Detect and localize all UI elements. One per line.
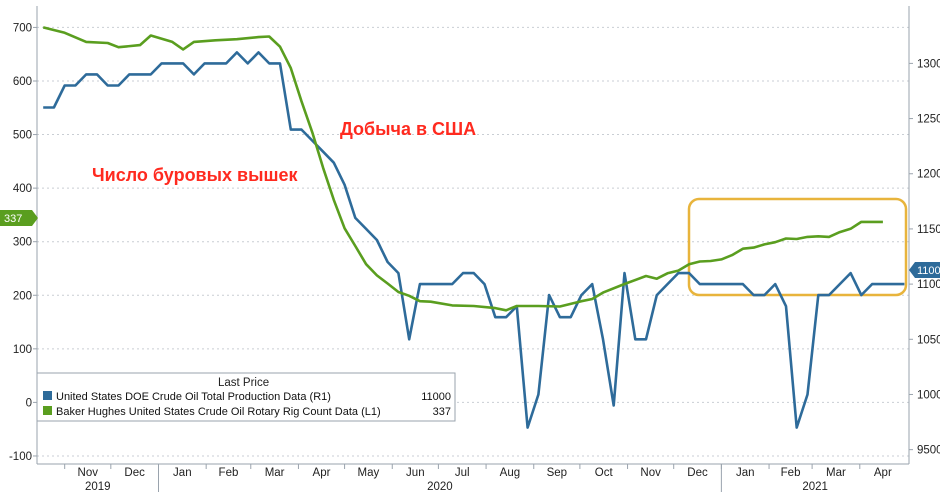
x-year-label: 2021 [802, 481, 828, 493]
series-layer [42, 26, 905, 429]
left-tick-label: 700 [13, 22, 32, 34]
legend-title: Last Price [218, 377, 269, 389]
legend-label-production: United States DOE Crude Oil Total Produc… [56, 391, 331, 403]
x-tick-label: Oct [595, 467, 614, 479]
right-tick-label: 11000 [917, 279, 940, 291]
x-tick-label: Mar [265, 467, 285, 479]
series-line-production [43, 51, 905, 429]
x-tick-label: Feb [219, 467, 239, 479]
legend-swatch-rig-count [43, 406, 52, 415]
legend: Last Price United States DOE Crude Oil T… [36, 372, 456, 422]
x-tick-label: Aug [500, 467, 520, 479]
x-tick-label: Dec [687, 467, 708, 479]
left-tick-label: -100 [9, 451, 32, 463]
rig-count-last-price-tag: 337 [0, 210, 38, 226]
right-tick-label: 10000 [917, 389, 940, 401]
x-tick-label: Apr [313, 467, 331, 479]
left-tick-label: 300 [13, 237, 32, 249]
x-tick-label: Jan [736, 467, 755, 479]
left-tick-label: 600 [13, 76, 32, 88]
production-tag-shape [909, 262, 940, 278]
left-tick-label: 400 [13, 183, 32, 195]
right-tick-label: 9500 [917, 445, 940, 457]
x-tick-label: Nov [78, 467, 99, 479]
x-tick-label: Apr [874, 467, 892, 479]
rig-count-tag-label: 337 [4, 213, 22, 225]
x-tick-label: Jan [173, 467, 192, 479]
x-tick-label: Jul [455, 467, 470, 479]
x-year-label: 2020 [427, 481, 453, 493]
x-tick-label: Feb [781, 467, 801, 479]
production-last-price-tag: 11000 [909, 262, 940, 278]
right-tick-label: 12500 [917, 114, 940, 126]
legend-swatch-production [43, 391, 52, 400]
annotation-production: Добыча в США [340, 119, 476, 139]
left-tick-label: 200 [13, 290, 32, 302]
left-tick-label: 100 [13, 344, 32, 356]
right-tick-label: 11500 [917, 224, 940, 236]
x-tick-label: May [358, 467, 380, 479]
x-tick-label: Nov [640, 467, 661, 479]
x-axis-ticks: Nov Dec Jan Feb Mar Apr May Jun Jul Aug Sep Oct Nov D… [64, 464, 892, 493]
legend-label-rig-count: Baker Hughes United States Crude Oil Rot… [56, 406, 381, 418]
highlight-box [687, 197, 908, 297]
legend-value-rig-count: 337 [433, 406, 451, 418]
x-tick-label: Dec [124, 467, 145, 479]
annotation-rigs: Число буровых вышек [92, 165, 298, 185]
rig-count-tag-shape [0, 210, 38, 226]
left-axis-ticks: 700 600 500 400 300 200 100 0 -100 [9, 22, 37, 463]
right-tick-label: 12000 [917, 169, 940, 181]
legend-value-production: 11000 [421, 391, 451, 403]
left-tick-label: 500 [13, 130, 32, 142]
right-axis-ticks: 13000 12500 12000 11500 11000 10500 10000 9500 [909, 58, 940, 457]
right-tick-label: 10500 [917, 334, 940, 346]
legend-box [36, 372, 456, 422]
x-year-label: 2019 [85, 481, 111, 493]
x-tick-label: Mar [826, 467, 846, 479]
x-tick-label: Sep [547, 467, 567, 479]
series-line-rig-count [42, 26, 883, 312]
x-tick-label: Jun [406, 467, 425, 479]
right-tick-label: 13000 [917, 58, 940, 70]
production-tag-label: 11000 [917, 265, 940, 277]
left-tick-label: 0 [26, 397, 32, 409]
